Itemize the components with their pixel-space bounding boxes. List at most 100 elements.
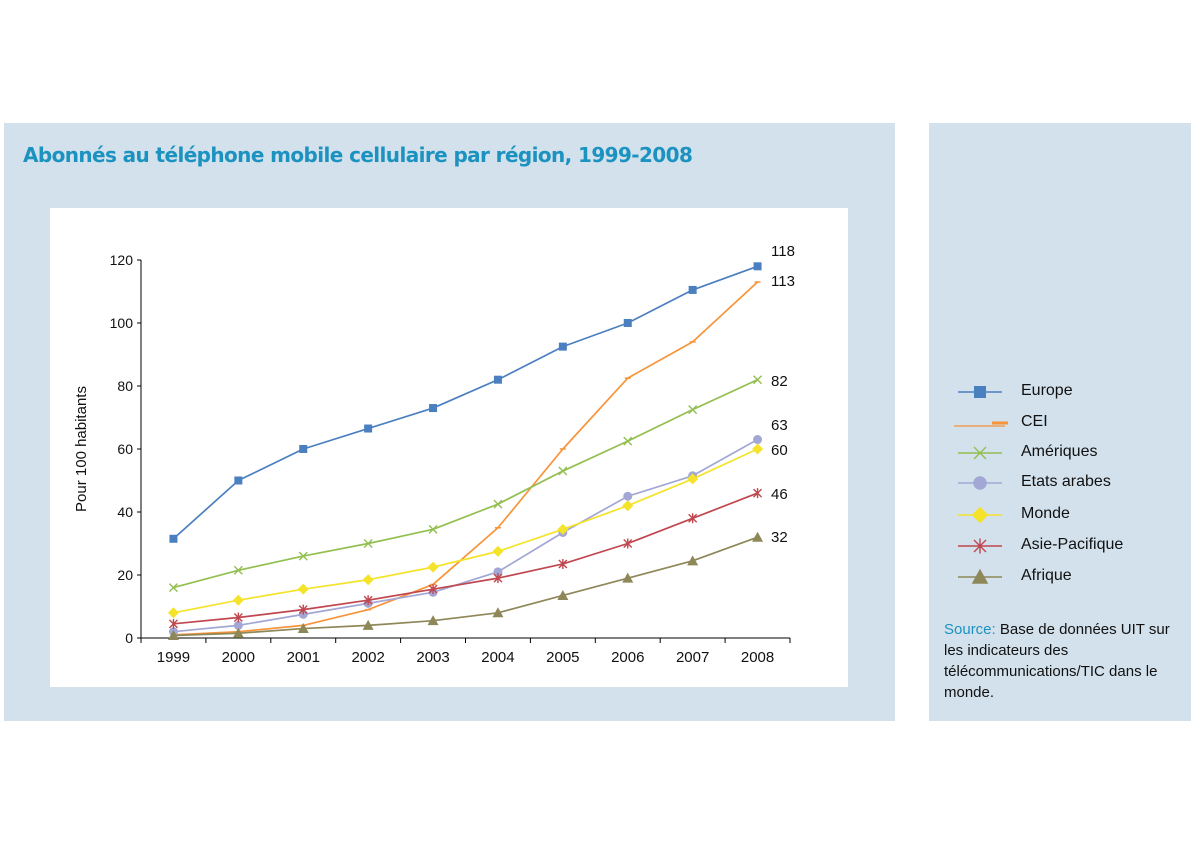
legend-swatch	[958, 476, 1002, 490]
data-point	[622, 500, 634, 512]
data-point	[557, 523, 569, 535]
source-label: Source:	[944, 621, 996, 638]
source-text: Base de données UIT sur les indicateurs …	[944, 621, 1170, 701]
legend-label: Asie-Pacifique	[1021, 536, 1124, 553]
legend-item: Monde	[950, 501, 1180, 529]
data-point	[752, 443, 764, 455]
legend-item: Asie-Pacifique	[950, 532, 1180, 560]
legend-panel	[929, 123, 1191, 721]
series-afrique: 32	[167, 529, 788, 640]
data-point	[753, 435, 763, 445]
data-point	[623, 491, 633, 501]
data-point	[688, 405, 698, 415]
data-point	[232, 627, 244, 638]
y-axis-label: Pour 100 habitants	[73, 386, 90, 512]
data-point	[557, 589, 569, 600]
legend-swatch	[954, 421, 1008, 427]
data-point	[428, 584, 438, 595]
end-value-label: 118	[771, 243, 795, 260]
data-point	[234, 476, 243, 485]
data-point	[363, 539, 373, 548]
legend-label: Afrique	[1021, 567, 1072, 584]
data-point	[427, 561, 439, 573]
source-note: Source: Base de données UIT sur les indi…	[944, 619, 1184, 703]
data-point	[429, 404, 438, 413]
x-tick-label: 1999	[157, 649, 190, 666]
series-line	[173, 448, 758, 614]
x-tick-label: 2005	[546, 649, 579, 666]
data-point	[623, 538, 633, 549]
legend-swatch	[958, 506, 1002, 524]
data-point	[752, 531, 764, 542]
series-line	[173, 492, 758, 625]
legend-label: CEI	[1021, 413, 1048, 430]
y-tick-label: 40	[117, 504, 133, 520]
legend-swatch-marker	[973, 476, 987, 490]
y-tick-label: 60	[117, 441, 133, 457]
data-point	[169, 534, 178, 543]
legend-swatch	[958, 538, 1002, 554]
data-point	[493, 499, 503, 509]
series-line	[172, 265, 758, 540]
data-point	[753, 375, 763, 385]
end-value-label: 63	[771, 417, 788, 434]
data-point	[558, 466, 568, 476]
series-line	[173, 378, 758, 589]
chart-title: Abonnés au téléphone mobile cellulaire p…	[23, 143, 693, 167]
legend-label: Europe	[1021, 382, 1073, 399]
x-tick-label: 2004	[481, 649, 514, 666]
data-point	[427, 615, 439, 626]
data-point	[167, 607, 179, 619]
data-point	[558, 558, 568, 569]
data-point	[688, 285, 697, 294]
data-point	[623, 436, 633, 446]
data-point	[363, 595, 373, 606]
data-point	[492, 607, 504, 618]
data-point	[493, 567, 503, 577]
data-point	[232, 594, 244, 606]
legend-swatch	[958, 386, 1002, 398]
series-europe: 118	[169, 243, 795, 543]
legend-item: Etats arabes	[950, 469, 1180, 497]
y-tick-label: 20	[117, 567, 133, 583]
data-point	[168, 618, 178, 629]
y-tick-label: 100	[110, 315, 134, 331]
data-point	[364, 424, 373, 433]
x-tick-label: 2002	[351, 649, 384, 666]
legend-item: CEI	[950, 409, 1180, 437]
series-amériques: 82	[168, 373, 788, 593]
data-point	[687, 555, 699, 566]
series-line	[173, 438, 758, 633]
series-asie-pacifique: 46	[168, 486, 788, 629]
data-point	[623, 319, 632, 327]
legend-item: Afrique	[950, 563, 1180, 591]
data-point	[297, 623, 309, 634]
data-point	[362, 619, 374, 630]
x-tick-label: 2007	[676, 649, 709, 666]
legend-swatch	[958, 446, 1002, 460]
legend-swatch-marker	[971, 506, 989, 524]
x-tick-label: 2006	[611, 649, 644, 666]
legend-swatch-marker	[973, 446, 987, 460]
data-point	[298, 604, 308, 615]
end-value-label: 60	[771, 442, 788, 459]
y-tick-label: 80	[117, 378, 133, 394]
x-tick-label: 2008	[741, 649, 774, 666]
end-value-label: 46	[771, 486, 788, 503]
plot-background	[50, 208, 848, 687]
data-point	[753, 262, 762, 271]
x-tick-label: 2000	[222, 649, 255, 666]
legend-item: Amériques	[950, 439, 1180, 467]
data-point	[622, 572, 634, 583]
data-point	[688, 513, 698, 524]
legend-label: Amériques	[1021, 443, 1098, 460]
data-point	[493, 375, 502, 384]
legend-swatch-marker	[971, 568, 989, 584]
data-point	[362, 574, 374, 586]
legend-swatch	[958, 568, 1002, 584]
data-point	[558, 342, 567, 351]
data-point	[168, 583, 178, 593]
data-point	[492, 545, 504, 557]
data-point	[687, 473, 699, 485]
